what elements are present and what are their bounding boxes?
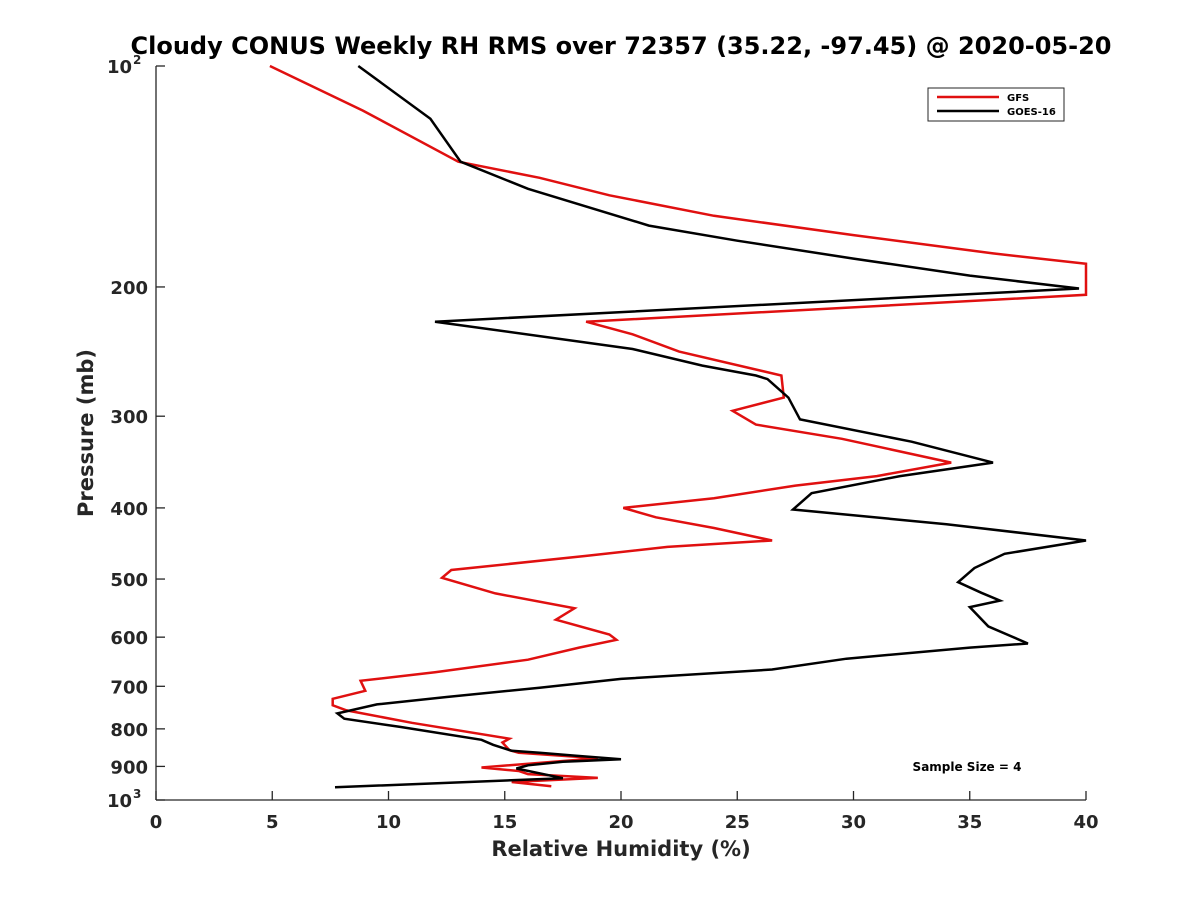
y-tick-label: 500 (110, 570, 148, 591)
x-tick-label: 30 (841, 812, 866, 833)
legend-box (927, 87, 1065, 122)
x-tick-label: 35 (957, 812, 982, 833)
x-ticks: 0 5 10 15 20 25 30 35 40 (150, 791, 1099, 833)
x-tick-label: 20 (608, 812, 633, 833)
legend-label-goes16: GOES-16 (1007, 107, 1056, 118)
y-tick-label: 900 (110, 757, 148, 778)
y-tick-label: 700 (110, 677, 148, 698)
y-tick-label: 10 (107, 57, 132, 78)
x-tick-label: 10 (376, 812, 401, 833)
x-tick-label: 15 (492, 812, 517, 833)
x-axis-label: Relative Humidity (%) (491, 837, 750, 861)
legend-label-gfs: GFS (1007, 93, 1029, 104)
y-axis-label: Pressure (mb) (74, 349, 98, 517)
y-tick-label: 300 (110, 407, 148, 428)
x-tick-label: 40 (1073, 812, 1098, 833)
series-line-gfs (269, 64, 1088, 788)
y-tick-label: 600 (110, 628, 148, 649)
x-tick-label: 5 (266, 812, 279, 833)
x-tick-label: 0 (150, 812, 163, 833)
plot-lines (269, 64, 1088, 789)
y-tick-exponent: 3 (133, 787, 141, 801)
chart-title: Cloudy CONUS Weekly RH RMS over 72357 (3… (131, 32, 1112, 60)
legend: GFS GOES-16 (927, 87, 1065, 122)
y-tick-label: 400 (110, 499, 148, 520)
y-tick-label: 800 (110, 720, 148, 741)
x-tick-label: 25 (725, 812, 750, 833)
sample-size-annotation: Sample Size = 4 (913, 760, 1022, 774)
y-tick-label: 10 (107, 791, 132, 812)
series-line-goes16 (334, 64, 1087, 789)
y-tick-label: 200 (110, 278, 148, 299)
y-tick-exponent: 2 (133, 53, 141, 67)
